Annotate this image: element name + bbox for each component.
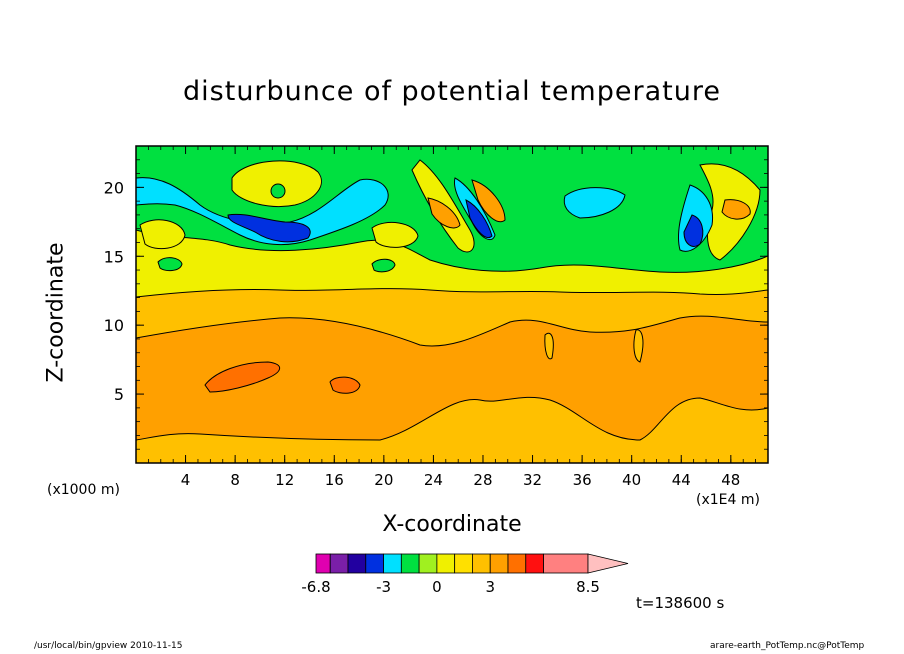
y-tick-label-3: 20	[104, 178, 124, 197]
x-tick-label-6: 28	[473, 471, 492, 489]
colorbar-bin-0	[315, 553, 331, 574]
field-blue-left	[227, 213, 311, 243]
plot-frame	[135, 145, 769, 464]
colorbar-label-4: 8.5	[576, 578, 600, 596]
field-contour-small-1	[544, 332, 554, 360]
field-blue-wave-2	[683, 214, 704, 247]
x-unit-right: (x1E4 m)	[696, 492, 760, 508]
field-yellow-band	[136, 229, 768, 301]
footer-left: /usr/local/bin/gpview 2010-11-15	[34, 641, 183, 651]
field-orange-band	[136, 315, 768, 441]
x-axis: 4 8 12 16 20 24 28 32 36 40 44 48	[135, 146, 769, 489]
y-axis: 5 10 15 20	[104, 145, 768, 450]
plot-area	[136, 146, 768, 463]
colorbar-bin-13	[543, 553, 589, 574]
field-yellow-eddy-right	[371, 221, 419, 248]
colorbar-bin-6	[418, 553, 438, 574]
colorbar-label-2: 0	[432, 578, 442, 596]
x-tick-label-8: 36	[573, 471, 592, 489]
x-tick-label-9: 40	[622, 471, 641, 489]
field-deeporange-cell-2	[329, 376, 361, 394]
x-tick-label-10: 44	[672, 471, 691, 489]
field-orange-wave-1	[427, 197, 461, 229]
x-tick-label-1: 8	[230, 471, 240, 489]
y-tick-label-0: 5	[114, 385, 124, 404]
colorbar-bin-5	[400, 553, 420, 574]
field-yellow-eddy-left	[139, 219, 186, 250]
colorbar-bin-10	[489, 553, 509, 574]
x-tick-label-4: 20	[374, 471, 393, 489]
colorbar-bin-9	[472, 553, 491, 574]
x-tick-label-2: 12	[275, 471, 294, 489]
time-label: t=138600 s	[636, 594, 725, 612]
colorbar-bin-3	[365, 553, 384, 574]
colorbar-bin-2	[347, 553, 367, 574]
field-cyan-center	[563, 187, 626, 219]
y-tick-label-2: 15	[104, 247, 124, 266]
field-orange-wave-2	[471, 179, 506, 223]
field-cyan-left	[136, 177, 389, 245]
footer-right: arare-earth_PotTemp.nc@PotTemp	[710, 641, 865, 651]
x-axis-label: X-coordinate	[382, 512, 522, 537]
x-tick-label-0: 4	[181, 471, 191, 489]
x-tick-label-5: 24	[424, 471, 443, 489]
colorbar-bin-7	[436, 553, 456, 574]
field-orange-wave-3	[721, 199, 751, 220]
field-green-dot	[270, 183, 286, 199]
colorbar-bin-8	[454, 553, 473, 574]
field-contour-small-2	[633, 329, 644, 363]
colorbar-arrow	[587, 553, 629, 574]
colorbar-label-0: -6.8	[301, 578, 330, 596]
colorbar: -6.8 -3 0 3 8.5	[301, 553, 629, 596]
colorbar-bin-11	[507, 553, 527, 574]
chart-title: disturbunce of potential temperature	[183, 76, 721, 107]
colorbar-bin-12	[525, 553, 544, 574]
colorbar-bin-4	[383, 553, 402, 574]
x-tick-label-7: 32	[523, 471, 542, 489]
y-tick-label-1: 10	[104, 316, 124, 335]
x-tick-label-11: 48	[721, 471, 740, 489]
x-tick-label-3: 16	[325, 471, 344, 489]
field-blue-wave-1	[465, 199, 493, 238]
x-unit-left: (x1000 m)	[47, 482, 120, 498]
field-deeporange-cell-1	[204, 361, 281, 393]
field-green-eddy-right	[371, 258, 396, 273]
y-axis-label: Z-coordinate	[43, 242, 69, 383]
field-green-eddy-left	[157, 257, 183, 272]
colorbar-label-3: 3	[485, 578, 495, 596]
colorbar-label-1: -3	[376, 578, 391, 596]
colorbar-bin-1	[329, 553, 349, 574]
